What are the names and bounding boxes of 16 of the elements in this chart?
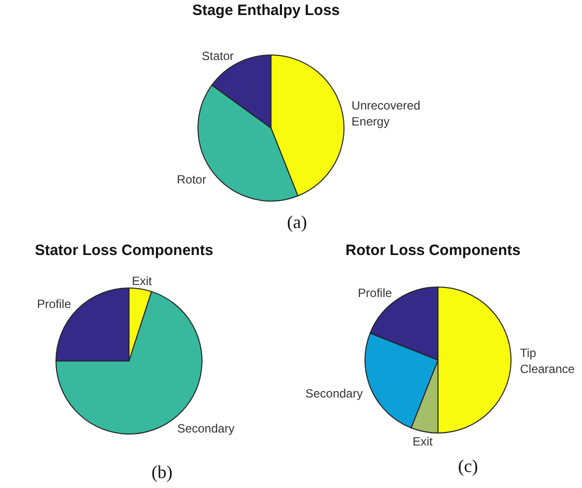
slice-label: Secondary [177,421,235,436]
slice-label: Rotor [176,172,206,186]
slice-label: Exit [412,434,434,449]
slice-label: Tip Clearance [520,346,576,376]
slice-label: Profile [358,286,392,300]
slice-label: Stator [202,48,234,63]
text: (a) [286,212,308,233]
slice-label: Profile [37,297,72,312]
slice-label: Unrecovered Energy [352,98,420,129]
chart-title: Stage Enthalpy Loss [191,2,341,19]
slice-label: Exit [132,274,152,288]
slice-label: Secondary [305,386,363,401]
text: (c) [457,456,479,477]
chart-title: Stator Loss Components [34,242,214,259]
text: (b) [150,462,174,483]
chart-title: Rotor Loss Components [344,242,522,259]
